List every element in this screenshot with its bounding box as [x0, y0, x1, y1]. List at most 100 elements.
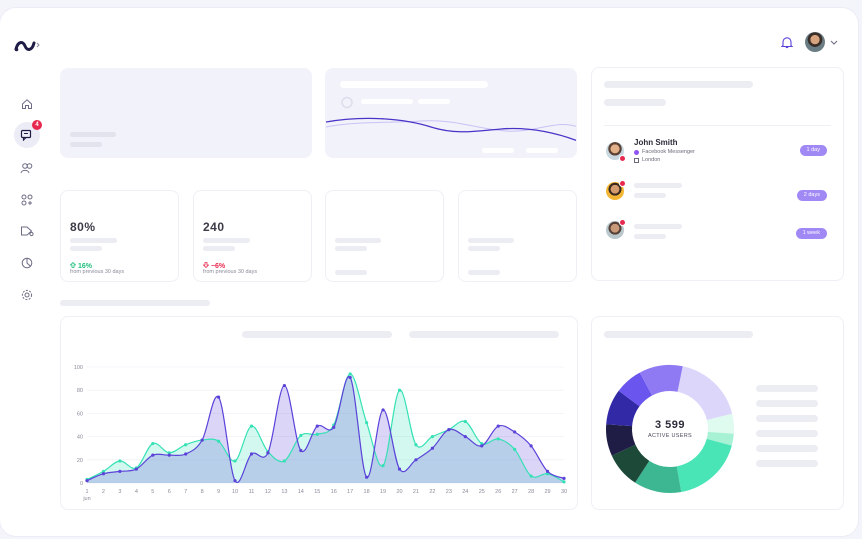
data-point [282, 383, 286, 388]
app-logo[interactable] [14, 38, 40, 54]
x-tick-label: 9 [217, 489, 220, 495]
nav-contacts-icon[interactable] [19, 160, 35, 176]
x-tick-label: 10 [232, 489, 238, 495]
donut-chart [606, 365, 734, 493]
data-point [200, 438, 204, 442]
y-tick-label: 100 [74, 365, 83, 371]
data-point [430, 435, 435, 439]
x-tick-label: 16 [331, 489, 337, 495]
donut-slice [635, 460, 682, 493]
contact-name: John Smith [634, 138, 678, 147]
chevron-down-icon [830, 40, 838, 45]
data-point [315, 424, 319, 428]
activity-chart-card: 0 20 40 60 80 100 1 2 3 4 5 6 7 8 9 10 11 12 13 14 15 16 17 18 1… [60, 316, 578, 510]
user-menu[interactable] [805, 32, 838, 52]
data-point [545, 469, 550, 473]
data-point [414, 443, 418, 447]
avatar [606, 219, 626, 239]
x-tick-label: 19 [380, 489, 386, 495]
data-point [348, 372, 352, 376]
data-point [480, 444, 484, 448]
trend-line [326, 117, 576, 141]
list-item[interactable]: John Smith Facebook Messenger London [606, 138, 695, 163]
arrow-up-icon [69, 261, 77, 268]
x-tick-label: 11 [249, 489, 255, 495]
data-point [85, 479, 89, 483]
x-tick-label: 2 [102, 489, 105, 495]
time-badge: 1 week [795, 228, 827, 239]
x-tick-label: 28 [528, 489, 534, 495]
stat-note: from previous 30 days [70, 269, 125, 275]
x-tick-label: 6 [168, 489, 171, 495]
stat-card: 80% 16% from previous 30 days [60, 190, 179, 282]
stat-value: 240 [203, 220, 225, 234]
building-icon [634, 157, 639, 163]
x-tick-label: 13 [281, 489, 287, 495]
time-badge: 1 day [799, 145, 827, 156]
section-title-placeholder [60, 300, 210, 306]
data-point [480, 441, 484, 446]
y-tick-label: 0 [80, 481, 83, 487]
nav-apps-icon[interactable] [19, 192, 35, 208]
list-item[interactable] [606, 180, 694, 201]
data-point [365, 475, 369, 479]
data-point [167, 451, 171, 455]
x-tick-label: 3 [118, 489, 121, 495]
series-area [87, 376, 564, 483]
placeholder-card [458, 190, 577, 282]
legend-placeholder [756, 415, 818, 422]
donut-slice [618, 372, 653, 407]
placeholder-card [60, 68, 312, 158]
data-point [101, 472, 106, 476]
x-tick-label: 8 [201, 489, 204, 495]
data-point [233, 479, 237, 483]
data-point [134, 467, 138, 471]
x-tick-label: 7 [184, 489, 187, 495]
top-bar [781, 32, 838, 52]
donut-slice [706, 413, 734, 434]
data-point [299, 433, 303, 438]
placeholder-card [325, 190, 444, 282]
x-tick-label: 26 [495, 489, 501, 495]
data-point [545, 472, 550, 476]
donut-label: ACTIVE USERS [648, 433, 692, 439]
donut-slice [606, 390, 640, 427]
x-tick-label: 21 [413, 489, 419, 495]
y-tick-label: 60 [77, 411, 83, 417]
data-point [118, 459, 122, 463]
data-point [216, 439, 221, 443]
x-tick-label: 30 [561, 489, 567, 495]
legend-placeholder [756, 445, 818, 452]
nav-settings-icon[interactable] [19, 287, 35, 303]
data-point [513, 430, 517, 434]
x-tick-label: 5 [151, 489, 154, 495]
data-point [447, 428, 451, 432]
avatar [805, 32, 825, 52]
x-tick-label: 14 [298, 489, 304, 495]
nav-campaigns-icon[interactable] [19, 223, 35, 239]
data-point [463, 435, 467, 439]
x-tick-sublabel: jun [82, 496, 90, 502]
nav-messages-icon[interactable]: 4 [14, 120, 42, 148]
status-dot [619, 180, 626, 187]
timer-icon [341, 96, 353, 109]
legend-placeholder [756, 385, 818, 392]
x-tick-label: 25 [479, 489, 485, 495]
data-point [463, 419, 467, 424]
nav-home-icon[interactable] [19, 96, 35, 112]
series-area [87, 373, 564, 483]
data-point [249, 424, 254, 428]
data-point [184, 443, 188, 447]
data-point [266, 451, 270, 455]
data-point [529, 474, 533, 478]
bell-icon[interactable] [781, 36, 793, 49]
contact-channel: Facebook Messenger [642, 149, 695, 155]
nav-analytics-icon[interactable] [19, 255, 35, 271]
contact-location: London [642, 157, 661, 163]
data-point [365, 421, 369, 425]
data-point [118, 469, 122, 473]
list-item[interactable] [606, 219, 694, 240]
data-point [397, 388, 402, 392]
x-tick-label: 20 [396, 489, 402, 495]
